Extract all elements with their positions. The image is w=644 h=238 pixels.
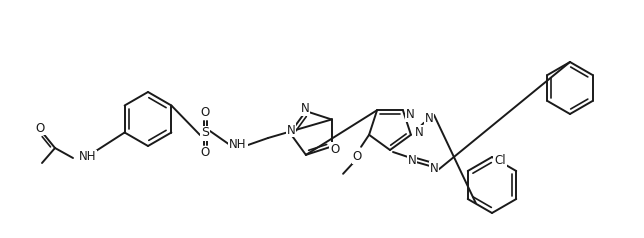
Text: Cl: Cl [494, 154, 506, 168]
Text: O: O [330, 143, 339, 156]
Text: O: O [200, 106, 210, 119]
Text: NH: NH [79, 150, 97, 164]
Text: N: N [301, 102, 309, 115]
Text: NH: NH [229, 139, 247, 152]
Text: N: N [408, 154, 417, 167]
Text: N: N [424, 112, 433, 125]
Text: N: N [415, 126, 423, 139]
Text: O: O [200, 147, 210, 159]
Text: N: N [406, 108, 414, 121]
Text: N: N [430, 162, 439, 174]
Text: O: O [352, 150, 362, 163]
Text: S: S [201, 127, 209, 139]
Text: N: N [287, 124, 296, 137]
Text: O: O [35, 122, 44, 134]
